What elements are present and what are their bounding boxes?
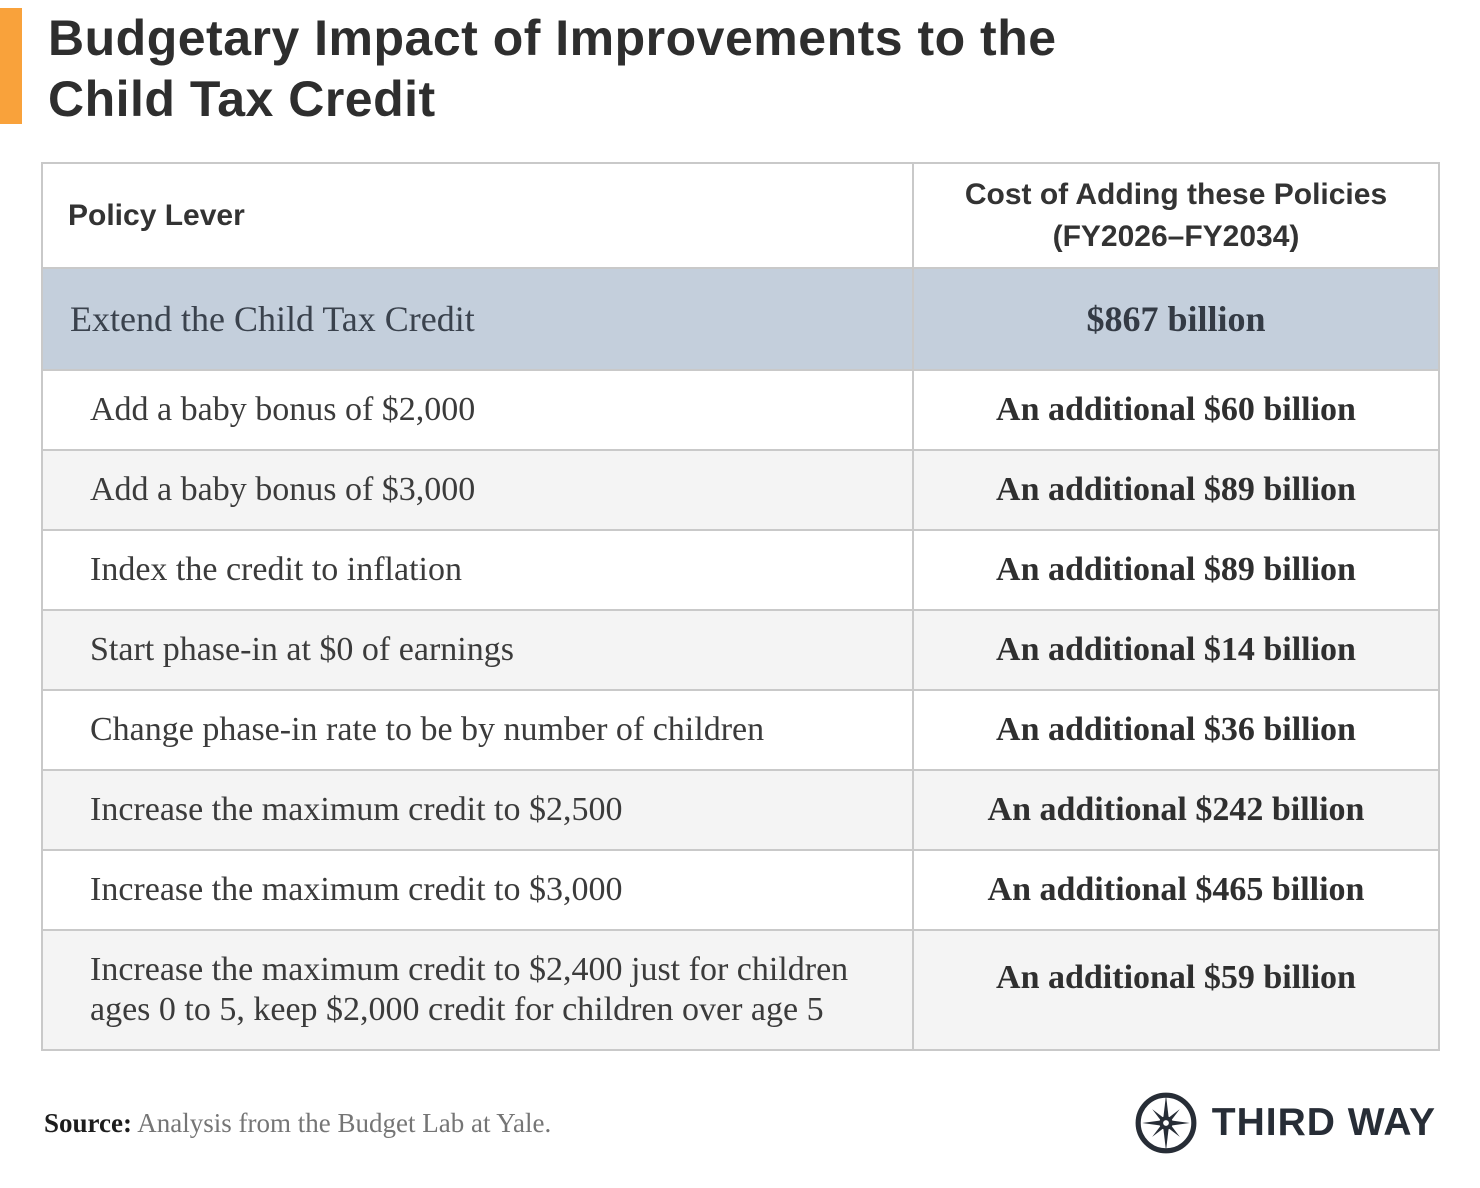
table-row: Increase the maximum credit to $3,000 An … <box>41 849 1440 931</box>
table-row: Change phase-in rate to be by number of … <box>41 689 1440 771</box>
source-text: Analysis from the Budget Lab at Yale. <box>137 1107 552 1138</box>
cost-cell: An additional $465 billion <box>912 849 1440 931</box>
logo-wordmark: THIRD WAY <box>1211 1101 1436 1144</box>
compass-icon <box>1133 1090 1199 1156</box>
policy-lever-cell: Extend the Child Tax Credit <box>41 267 914 371</box>
cost-cell: An additional $59 billion <box>912 929 1440 1051</box>
column-header-cost-line1: Cost of Adding these Policies <box>964 178 1388 212</box>
page-footer: Source: Analysis from the Budget Lab at … <box>44 1083 1436 1163</box>
cost-cell: An additional $89 billion <box>912 449 1440 531</box>
column-header-cost: Cost of Adding these Policies (FY2026–FY… <box>912 162 1440 269</box>
policy-cost-table: Policy Lever Cost of Adding these Polici… <box>41 162 1440 1051</box>
table-header: Policy Lever Cost of Adding these Polici… <box>41 162 1440 269</box>
source-label: Source: <box>44 1107 132 1138</box>
accent-bar <box>0 8 22 124</box>
policy-lever-cell: Increase the maximum credit to $2,500 <box>41 769 914 851</box>
table-row: Start phase-in at $0 of earnings An addit… <box>41 609 1440 691</box>
policy-lever-cell: Increase the maximum credit to $2,400 ju… <box>41 929 914 1051</box>
policy-lever-cell: Add a baby bonus of $2,000 <box>41 369 914 451</box>
header-row: Policy Lever Cost of Adding these Polici… <box>41 162 1440 269</box>
title-block: Budgetary Impact of Improvements to the … <box>0 0 1480 130</box>
policy-lever-cell: Increase the maximum credit to $3,000 <box>41 849 914 931</box>
policy-lever-cell: Add a baby bonus of $3,000 <box>41 449 914 531</box>
cost-cell: An additional $89 billion <box>912 529 1440 611</box>
cost-cell: An additional $14 billion <box>912 609 1440 691</box>
source-note: Source: Analysis from the Budget Lab at … <box>44 1108 551 1139</box>
cost-cell: $867 billion <box>912 267 1440 371</box>
table-row: Increase the maximum credit to $2,500 An … <box>41 769 1440 851</box>
column-header-cost-line2: (FY2026–FY2034) <box>1052 219 1300 253</box>
policy-lever-cell: Start phase-in at $0 of earnings <box>41 609 914 691</box>
table-row: Extend the Child Tax Credit $867 billion <box>41 267 1440 371</box>
table-row: Increase the maximum credit to $2,400 ju… <box>41 929 1440 1051</box>
cost-cell: An additional $36 billion <box>912 689 1440 771</box>
column-header-policy-lever: Policy Lever <box>41 162 914 269</box>
table-row: Add a baby bonus of $2,000 An additional … <box>41 369 1440 451</box>
cost-cell: An additional $242 billion <box>912 769 1440 851</box>
page-title: Budgetary Impact of Improvements to the … <box>48 10 1057 127</box>
third-way-logo: THIRD WAY <box>1133 1090 1436 1156</box>
table-body: Extend the Child Tax Credit $867 billion A… <box>41 267 1440 1051</box>
policy-lever-cell: Index the credit to inflation <box>41 529 914 611</box>
cost-cell: An additional $60 billion <box>912 369 1440 451</box>
table-row: Add a baby bonus of $3,000 An additional … <box>41 449 1440 531</box>
table-row: Index the credit to inflation An addition… <box>41 529 1440 611</box>
policy-lever-cell: Change phase-in rate to be by number of … <box>41 689 914 771</box>
